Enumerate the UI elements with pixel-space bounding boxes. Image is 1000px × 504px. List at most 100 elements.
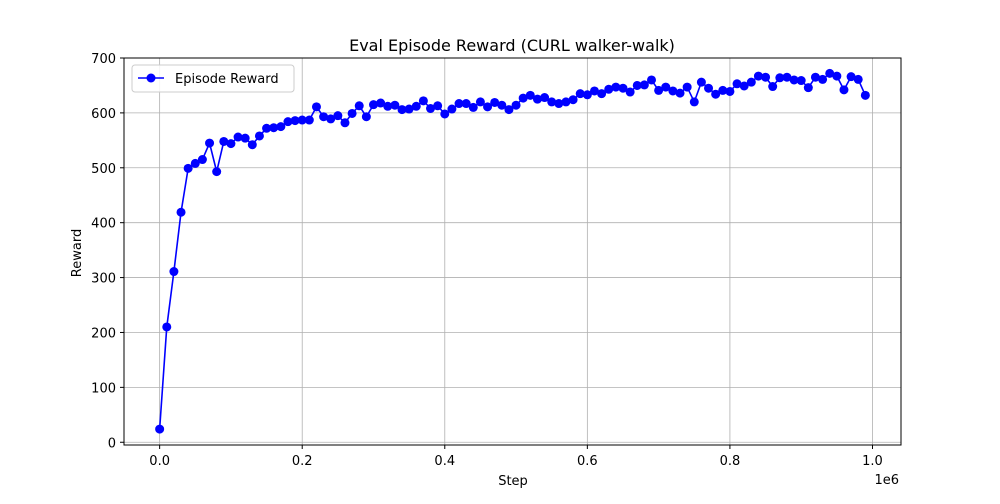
- data-point: [732, 79, 742, 89]
- data-point: [561, 97, 571, 107]
- data-point: [340, 118, 350, 128]
- data-point: [839, 85, 849, 95]
- data-point: [183, 163, 193, 173]
- data-point: [411, 101, 421, 111]
- x-tick-label: 0.8: [720, 454, 741, 469]
- y-tick-label: 400: [91, 217, 116, 232]
- data-point: [233, 132, 243, 142]
- data-point: [632, 80, 642, 90]
- legend-marker-swatch: [146, 73, 156, 83]
- data-point: [796, 76, 806, 86]
- y-tick-label: 500: [91, 162, 116, 177]
- data-point: [254, 131, 264, 141]
- x-tick-label: 0.4: [434, 454, 455, 469]
- data-point: [197, 155, 207, 165]
- axes: [123, 57, 902, 446]
- data-point: [525, 90, 535, 100]
- data-point: [404, 104, 414, 114]
- data-point: [262, 123, 272, 133]
- data-point: [304, 115, 314, 125]
- x-tick-label: 0.2: [292, 454, 313, 469]
- data-point: [718, 85, 728, 95]
- data-point: [518, 93, 528, 103]
- data-point: [276, 122, 286, 132]
- data-point: [397, 105, 407, 115]
- data-point: [290, 116, 300, 126]
- data-point: [582, 90, 592, 100]
- data-point: [440, 109, 450, 119]
- data-point: [426, 104, 436, 113]
- data-point: [639, 80, 649, 90]
- data-point: [532, 94, 542, 104]
- chart-title: Eval Episode Reward (CURL walker-walk): [349, 36, 675, 55]
- data-point: [803, 83, 813, 93]
- data-point: [205, 138, 215, 148]
- data-point: [376, 98, 386, 108]
- data-point: [654, 85, 664, 95]
- data-point: [753, 71, 763, 81]
- data-point: [818, 74, 828, 84]
- data-point: [433, 101, 443, 111]
- data-point: [704, 83, 714, 93]
- x-axis-offset-label: 1e6: [874, 473, 899, 488]
- data-point: [212, 167, 222, 177]
- data-point: [725, 86, 735, 96]
- data-point: [383, 101, 393, 111]
- data-point: [825, 68, 835, 78]
- data-point: [625, 87, 635, 97]
- data-point: [319, 112, 329, 122]
- data-point: [269, 123, 279, 133]
- x-axis-label: Step: [498, 474, 528, 489]
- x-tick-label: 0.6: [577, 454, 598, 469]
- data-point: [589, 86, 599, 96]
- x-tick-label: 1.0: [862, 454, 883, 469]
- data-point: [711, 89, 721, 99]
- data-point: [668, 86, 678, 96]
- data-point: [283, 117, 293, 127]
- data-point: [782, 72, 792, 82]
- data-point: [454, 99, 464, 109]
- legend-box: [131, 64, 295, 93]
- data-point: [789, 75, 799, 85]
- data-point: [604, 84, 614, 94]
- data-point: [226, 139, 236, 149]
- data-point: [675, 88, 685, 98]
- data-point: [746, 77, 756, 87]
- data-point: [618, 83, 628, 93]
- data-point: [661, 82, 671, 92]
- plot-frame: [123, 57, 902, 446]
- data-point: [190, 158, 200, 168]
- data-point: [597, 89, 607, 99]
- y-tick-label: 600: [91, 107, 116, 122]
- data-point: [369, 100, 378, 110]
- legend-label: Episode Reward: [175, 72, 279, 87]
- data-point: [155, 424, 165, 434]
- data-point: [468, 102, 478, 112]
- data-point: [832, 71, 842, 81]
- data-point: [860, 90, 870, 100]
- series-points-layer: [155, 68, 870, 434]
- data-point: [354, 101, 364, 111]
- data-point: [554, 99, 564, 109]
- data-point: [297, 115, 307, 125]
- data-point: [219, 136, 229, 146]
- data-point: [689, 97, 699, 107]
- y-tick-label: 0: [108, 436, 116, 451]
- y-tick-label: 100: [91, 381, 116, 396]
- data-point: [475, 97, 485, 107]
- data-point: [504, 105, 514, 115]
- tick-layer: 0.0 0.2 0.4 0.6 0.8 1.0 0 100 200 300 400 500 600 700: [91, 52, 883, 469]
- data-point: [768, 82, 778, 92]
- data-point: [647, 75, 656, 85]
- data-point: [390, 100, 400, 110]
- data-point: [497, 100, 507, 110]
- data-point: [761, 72, 771, 82]
- y-axis-label: Reward: [70, 229, 85, 277]
- data-point: [361, 112, 371, 122]
- data-point: [333, 111, 343, 121]
- data-point: [247, 140, 257, 150]
- data-point: [846, 72, 856, 82]
- data-point: [483, 102, 493, 112]
- data-point: [547, 97, 557, 107]
